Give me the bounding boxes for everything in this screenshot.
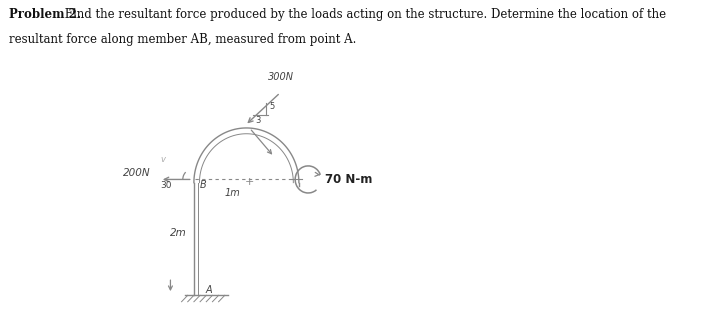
Text: A: A xyxy=(205,285,212,295)
Text: +: + xyxy=(245,177,254,187)
Text: 1m: 1m xyxy=(225,187,240,198)
Text: B: B xyxy=(200,180,207,190)
Text: 70 N-m: 70 N-m xyxy=(325,173,373,186)
Text: 2m: 2m xyxy=(171,228,187,238)
Text: resultant force along member AB, measured from point A.: resultant force along member AB, measure… xyxy=(9,33,356,46)
Text: 300N: 300N xyxy=(268,72,294,82)
Text: 3: 3 xyxy=(256,116,261,125)
Text: 5: 5 xyxy=(269,102,274,111)
Text: v: v xyxy=(160,155,165,164)
Text: Find the resultant force produced by the loads acting on the structure. Determin: Find the resultant force produced by the… xyxy=(61,8,666,21)
Text: 200N: 200N xyxy=(123,167,150,178)
Text: Problem 2.: Problem 2. xyxy=(9,8,81,21)
Text: 30: 30 xyxy=(160,181,171,190)
